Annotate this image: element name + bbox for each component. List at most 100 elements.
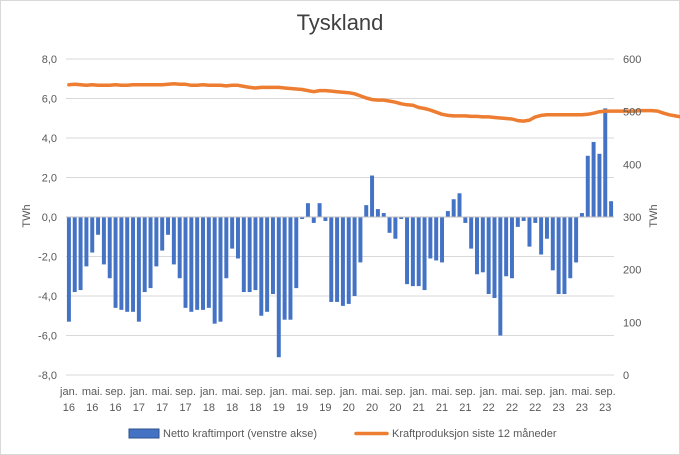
bar xyxy=(148,217,153,289)
left-axis-ticks: 8,0 6,0 4,0 2,0 0,0 -2,0 -4,0 -6,0 -8,0 xyxy=(38,54,57,382)
bar xyxy=(90,217,95,253)
bar xyxy=(282,217,287,320)
y-left-tick-label: -4,0 xyxy=(38,291,57,303)
x-tick-month: sep. xyxy=(105,386,126,398)
bar xyxy=(329,217,334,302)
y-left-tick-label: 6,0 xyxy=(42,94,57,106)
bar xyxy=(422,217,427,291)
x-tick-month: jan. xyxy=(479,386,498,398)
x-tick-year: 16 xyxy=(63,402,75,414)
bar xyxy=(440,217,445,263)
bar xyxy=(276,217,281,358)
y-left-tick-label: -8,0 xyxy=(38,370,57,382)
x-tick-year: 18 xyxy=(226,402,238,414)
y-left-tick-label: 8,0 xyxy=(42,54,57,66)
bar xyxy=(125,217,130,312)
y-right-tick-label: 400 xyxy=(623,159,641,171)
bar xyxy=(434,217,439,261)
bar xyxy=(247,217,252,293)
bar xyxy=(119,217,124,310)
bar xyxy=(405,217,410,285)
legend-label-line: Kraftproduksjon siste 12 måneder xyxy=(392,428,557,440)
bar xyxy=(224,217,229,279)
bar xyxy=(451,199,456,217)
x-tick-month: mai. xyxy=(152,386,173,398)
bar xyxy=(96,217,101,235)
bar xyxy=(84,217,89,267)
x-tick-year: 20 xyxy=(343,402,355,414)
legend-label-bars: Netto kraftimport (venstre akse) xyxy=(163,428,317,440)
bar xyxy=(591,141,596,217)
bar xyxy=(457,193,462,217)
bar xyxy=(375,209,380,217)
bar xyxy=(195,217,200,310)
bar xyxy=(241,217,246,293)
bar xyxy=(253,217,258,291)
bar xyxy=(504,217,509,277)
y-left-tick-label: 2,0 xyxy=(42,173,57,185)
x-tick-month: mai. xyxy=(572,386,593,398)
x-tick-month: sep. xyxy=(315,386,336,398)
x-tick-year: 22 xyxy=(529,402,541,414)
x-tick-month: jan. xyxy=(59,386,78,398)
bar xyxy=(235,217,240,259)
bar xyxy=(562,217,567,295)
x-tick-year: 21 xyxy=(413,402,425,414)
bar xyxy=(480,217,485,273)
bar xyxy=(218,217,223,322)
y-right-tick-label: 300 xyxy=(623,212,641,224)
x-tick-month: jan. xyxy=(269,386,288,398)
bar xyxy=(550,217,555,271)
bar xyxy=(498,217,503,336)
bar xyxy=(387,217,392,233)
bar xyxy=(131,217,136,312)
x-tick-year: 18 xyxy=(203,402,215,414)
x-tick-month: sep. xyxy=(525,386,546,398)
bar xyxy=(206,217,211,308)
bar xyxy=(317,203,322,217)
right-axis-title: TWh xyxy=(648,204,660,227)
bar xyxy=(585,155,590,217)
bar xyxy=(358,217,363,263)
bar xyxy=(370,175,375,217)
x-tick-year: 17 xyxy=(156,402,168,414)
production-line xyxy=(67,82,680,123)
y-right-tick-label: 500 xyxy=(623,107,641,119)
bar xyxy=(381,213,386,217)
bar xyxy=(311,217,316,223)
bar xyxy=(177,217,182,279)
x-tick-year: 17 xyxy=(179,402,191,414)
bar xyxy=(469,217,474,249)
bar xyxy=(364,205,369,217)
bar xyxy=(335,217,340,302)
bar xyxy=(544,217,549,239)
x-tick-month: sep. xyxy=(245,386,266,398)
bar xyxy=(270,217,275,295)
bar xyxy=(288,217,293,320)
bar xyxy=(113,217,118,308)
bar xyxy=(323,217,328,221)
line-series xyxy=(67,82,680,123)
x-tick-month: sep. xyxy=(595,386,616,398)
bar xyxy=(486,217,491,295)
bar xyxy=(160,217,165,251)
x-tick-month: sep. xyxy=(455,386,476,398)
y-right-tick-label: 100 xyxy=(623,317,641,329)
bar xyxy=(107,217,112,279)
x-tick-month: mai. xyxy=(82,386,103,398)
x-tick-month: jan. xyxy=(199,386,218,398)
bar xyxy=(521,217,526,221)
x-tick-month: sep. xyxy=(385,386,406,398)
bar xyxy=(166,217,171,235)
x-tick-year: 19 xyxy=(296,402,308,414)
bar xyxy=(78,217,83,291)
bar xyxy=(428,217,433,259)
bar xyxy=(294,217,299,289)
bar xyxy=(352,217,357,296)
x-axis-ticks: jan. 16 mai. 16 sep. 16 jan. 17 mai. 17 sep. 17 jan.… xyxy=(59,386,616,414)
x-tick-year: 19 xyxy=(273,402,285,414)
bar xyxy=(346,217,351,304)
y-left-tick-label: 0,0 xyxy=(42,212,57,224)
chart-title: Tyskland xyxy=(296,10,384,35)
